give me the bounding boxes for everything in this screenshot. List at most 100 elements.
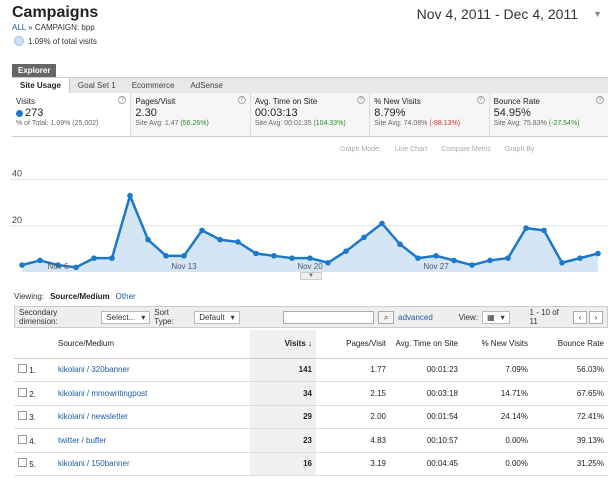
pages-per-visit-cell: 2.00 [316,405,390,429]
advanced-filter-link[interactable]: advanced [398,312,433,322]
help-icon[interactable]: ? [357,96,366,104]
pages-per-visit-cell: 4.83 [316,428,390,453]
metric-pages-per-visit[interactable]: Pages/Visit 2.30 Site Avg: 1.47 (56.26%)… [131,93,251,136]
table-row: 2. kikolani / mmowritingpost 34 2.15 00:03:1… [14,381,608,406]
data-point [199,227,205,234]
table-row: 3. kikolani / newsletter 29 2.00 00:01:54 24.… [14,405,608,429]
table-row: 4. twitter / buffer 23 4.83 00:10:57 0.00% 39.… [14,428,608,453]
graph-by-button[interactable]: Graph By [504,146,535,153]
data-point [343,248,349,254]
data-point [73,264,79,271]
secondary-dimension-label: Secondary dimension: [19,308,58,326]
metric-label: % New Visits [374,97,421,106]
avg-time-cell: 00:03:18 [390,381,462,406]
y-tick-label: 40 [12,169,22,179]
column-new-visits[interactable]: % New Visits [462,330,532,359]
help-icon[interactable]: ? [596,96,605,104]
subtab-adsense[interactable]: AdSense [190,81,223,90]
chevron-down-icon: ▾ [500,312,505,322]
data-point [541,227,547,234]
row-checkbox[interactable] [18,364,27,374]
column-source-medium[interactable]: Source/Medium [54,330,250,359]
view-select[interactable]: ▦ ▾ [482,310,510,324]
data-point [19,262,25,268]
chevron-down-icon: ▾ [141,312,146,322]
column-avg-time[interactable]: Avg. Time on Site [390,330,462,359]
data-table: Source/Medium Visits ↓ Pages/Visit Avg. … [14,330,608,476]
subtab-site-usage[interactable]: Site Usage [12,77,70,94]
data-point [523,225,529,231]
new-visits-cell: 0.00% [462,428,532,453]
help-icon[interactable]: ? [476,96,485,104]
data-point [127,192,133,199]
data-point [397,241,403,248]
primary-dimension: Source/Medium [50,292,110,301]
data-point [253,250,259,257]
percent-of-total: 1.09% of total visits [14,36,97,46]
metric-value: 2.30 [135,107,157,119]
bounce-rate-cell: 72.41% [532,405,608,429]
compare-metric-button[interactable]: Compare Metric [441,146,491,153]
date-range-picker[interactable]: Nov 4, 2011 - Dec 4, 2011 [416,6,578,22]
subtab-goal-set-1[interactable]: Goal Set 1 [77,81,116,90]
help-icon[interactable]: ? [118,96,127,104]
viewing-bar: Viewing: Source/Medium Other [14,292,136,301]
breadcrumb-all-link[interactable]: ALL [12,23,26,32]
data-point [325,259,331,266]
x-tick-label: Nov 13 [171,262,197,271]
metric-label: Bounce Rate [493,97,540,106]
metric-sub: Site Avg: 75.83% (-27.54%) [493,120,580,127]
tab-explorer[interactable]: Explorer [12,64,57,77]
metric-value: 00:03:13 [254,107,298,119]
source-medium-link[interactable]: kikolani / mmowritingpost [58,388,148,398]
other-dimension-link[interactable]: Other [115,292,136,301]
subtab-ecommerce[interactable]: Ecommerce [131,81,175,90]
visits-chart: 20 40 Nov 6 Nov 13 Nov 20 Nov 27 [10,169,608,272]
line-chart-button[interactable]: Line Chart [394,146,428,153]
metric-new-visits[interactable]: % New Visits 8.79% Site Avg: 74.08% (-88… [370,93,490,136]
metric-visits[interactable]: Visits 273 % of Total: 1.09% (25,002) ? [12,93,132,136]
data-point [487,257,493,264]
data-point [163,253,169,259]
sort-type-select[interactable]: Default ▾ [194,310,240,324]
secondary-dimension-select[interactable]: Select... ▾ [101,310,151,324]
breadcrumb-current: » CAMPAIGN: bpp [28,23,95,32]
column-visits[interactable]: Visits ↓ [250,330,316,359]
row-checkbox[interactable] [18,411,27,421]
help-icon[interactable]: ? [237,96,246,104]
select-column-header [14,330,54,359]
chevron-down-icon[interactable]: ▼ [593,9,602,19]
report-header: Campaigns ALL » CAMPAIGN: bpp 1.09% of t… [0,0,616,62]
column-bounce-rate[interactable]: Bounce Rate [532,330,608,359]
data-point [595,250,601,257]
row-checkbox[interactable] [18,434,27,444]
column-pages-per-visit[interactable]: Pages/Visit [316,330,390,359]
row-checkbox[interactable] [18,458,27,468]
source-medium-link[interactable]: kikolani / 320banner [58,365,130,375]
row-checkbox[interactable] [18,387,27,397]
data-point [415,255,421,261]
data-point [559,259,565,266]
next-page-icon[interactable]: › [589,310,603,324]
table-search-input[interactable] [283,310,375,324]
metric-bounce-rate[interactable]: Bounce Rate 54.95% Site Avg: 75.83% (-27… [489,93,609,136]
source-medium-cell: kikolani / 320banner [54,358,250,382]
search-icon[interactable]: ⌕ [378,310,395,324]
metric-value: 273 [16,107,126,119]
y-tick-label: 20 [12,215,22,225]
source-medium-link[interactable]: twitter / buffer [58,435,107,445]
breadcrumb: ALL » CAMPAIGN: bpp [12,23,95,32]
prev-page-icon[interactable]: ‹ [573,310,587,324]
new-visits-cell: 14.71% [462,381,532,406]
chart-resize-handle[interactable]: ▼ [300,272,322,280]
visits-cell: 34 [250,381,316,406]
source-medium-link[interactable]: kikolani / 150banner [58,459,130,469]
bounce-rate-cell: 31.25% [532,452,608,476]
source-medium-cell: twitter / buffer [54,428,250,453]
metric-scorecards: Visits 273 % of Total: 1.09% (25,002) ? … [12,93,609,137]
source-medium-link[interactable]: kikolani / newsletter [58,412,128,422]
metric-avg-time[interactable]: Avg. Time on Site 00:03:13 Site Avg: 00:… [250,93,371,136]
table-row: 1. kikolani / 320banner 141 1.77 00:01:23 7.0… [14,358,608,382]
x-tick-label: Nov 27 [423,262,449,271]
series-dot-icon [16,109,23,117]
